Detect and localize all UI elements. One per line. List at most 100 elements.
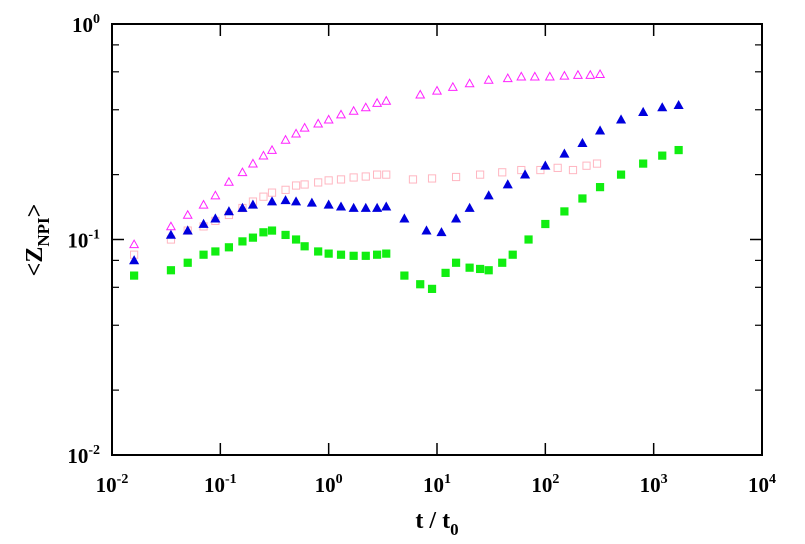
data-point-triangle-open: [415, 89, 426, 99]
data-point-triangle-filled: [129, 255, 140, 265]
data-point-triangle-filled: [673, 99, 684, 110]
data-point-square-filled: [336, 250, 346, 259]
data-point-square-filled: [476, 264, 485, 274]
x-axis-title: t / t0: [415, 508, 458, 539]
data-point-square-open: [498, 168, 507, 177]
data-point-triangle-open: [483, 74, 494, 84]
data-point-triangle-filled: [165, 229, 176, 239]
plot-frame: [111, 23, 763, 456]
data-point-square-open: [592, 159, 602, 168]
data-point-square-open: [259, 192, 268, 201]
data-point-square-filled: [300, 242, 309, 251]
data-point-square-filled: [349, 251, 358, 260]
data-point-triangle-open: [360, 102, 371, 112]
y-tick-label: 10-2: [67, 443, 100, 468]
data-point-square-open: [382, 170, 391, 179]
tick-labels: 10-2 10-1 100 101 102 103 104 10-2 10-1 100: [67, 12, 776, 497]
data-point-triangle-filled: [595, 125, 606, 135]
axis-ticks: [111, 23, 763, 456]
data-point-triangle-filled: [323, 199, 334, 209]
data-point-square-filled: [400, 271, 409, 280]
data-point-square-filled: [238, 237, 247, 246]
data-point-triangle-open: [210, 190, 221, 200]
data-point-square-filled: [211, 247, 220, 256]
data-point-triangle-open: [585, 69, 596, 79]
data-point-square-filled: [267, 226, 277, 235]
data-point-square-filled: [324, 249, 333, 258]
data-point-triangle-filled: [577, 137, 588, 147]
data-point-square-filled: [465, 263, 474, 272]
data-point-triangle-filled: [306, 197, 317, 207]
data-point-square-filled: [484, 266, 493, 275]
x-tick-label: 10-2: [96, 472, 129, 497]
data-point-square-open: [324, 176, 333, 185]
data-point-triangle-open: [431, 85, 443, 95]
data-point-square-filled: [314, 247, 323, 256]
data-point-square-filled: [130, 271, 139, 280]
data-markers: [129, 68, 684, 293]
data-point-triangle-open: [372, 97, 383, 107]
data-point-triangle-filled: [483, 190, 494, 200]
data-point-square-open: [314, 178, 323, 187]
data-point-square-filled: [524, 235, 533, 244]
data-point-square-open: [451, 172, 461, 182]
x-tick-label: 10-1: [204, 472, 237, 497]
data-point-square-open: [267, 188, 277, 197]
data-point-square-filled: [595, 183, 605, 192]
data-point-triangle-open: [129, 239, 140, 249]
data-point-square-filled: [578, 194, 587, 203]
data-point-triangle-open: [198, 199, 209, 209]
data-point-triangle-open: [447, 81, 458, 91]
data-point-square-filled: [361, 251, 370, 260]
data-point-triangle-open: [313, 118, 324, 128]
x-tick-label: 102: [531, 472, 559, 497]
data-point-triangle-open: [595, 68, 606, 79]
data-point-square-filled: [281, 230, 290, 240]
data-point-triangle-filled: [360, 202, 371, 212]
data-point-square-filled: [616, 170, 626, 179]
data-point-square-filled: [248, 233, 258, 242]
data-point-square-filled: [259, 228, 268, 237]
x-tick-label: 100: [315, 472, 343, 497]
data-point-triangle-open: [323, 114, 334, 124]
y-axis-title: <ZNPI>: [22, 204, 53, 277]
data-point-triangle-filled: [421, 225, 432, 235]
data-point-square-open: [300, 180, 309, 189]
data-point-triangle-open: [381, 95, 392, 105]
data-point-triangle-open: [182, 209, 193, 219]
x-tick-label: 103: [640, 472, 668, 497]
data-point-triangle-filled: [348, 202, 359, 212]
data-point-triangle-open: [572, 69, 583, 79]
data-point-square-filled: [658, 151, 667, 160]
data-point-triangle-filled: [502, 179, 513, 189]
data-point-square-open: [476, 170, 485, 179]
data-point-square-filled: [560, 207, 569, 216]
data-point-triangle-open: [280, 134, 291, 144]
data-point-triangle-open: [291, 128, 302, 138]
data-point-triangle-filled: [210, 213, 221, 223]
data-point-triangle-filled: [436, 227, 447, 237]
data-point-square-open: [408, 175, 418, 184]
data-point-square-open: [281, 185, 290, 194]
data-point-square-filled: [498, 258, 507, 267]
data-point-square-filled: [427, 284, 437, 293]
data-point-square-filled: [451, 258, 461, 267]
data-point-square-open: [361, 172, 370, 181]
data-point-triangle-filled: [280, 195, 291, 205]
data-point-triangle-filled: [198, 218, 209, 228]
data-point-triangle-open: [299, 122, 310, 132]
data-point-triangle-filled: [237, 202, 248, 212]
data-point-triangle-filled: [540, 160, 551, 170]
data-point-triangle-filled: [616, 114, 627, 124]
data-point-square-filled: [639, 159, 648, 168]
data-point-square-open: [349, 173, 358, 182]
data-point-triangle-open: [266, 144, 278, 154]
y-tick-label: 100: [72, 12, 100, 37]
data-point-square-filled: [199, 250, 208, 259]
data-point-triangle-filled: [657, 102, 668, 112]
data-point-triangle-open: [237, 167, 248, 177]
data-point-triangle-filled: [182, 225, 193, 235]
data-point-triangle-open: [529, 71, 540, 81]
data-point-triangle-open: [335, 109, 347, 119]
